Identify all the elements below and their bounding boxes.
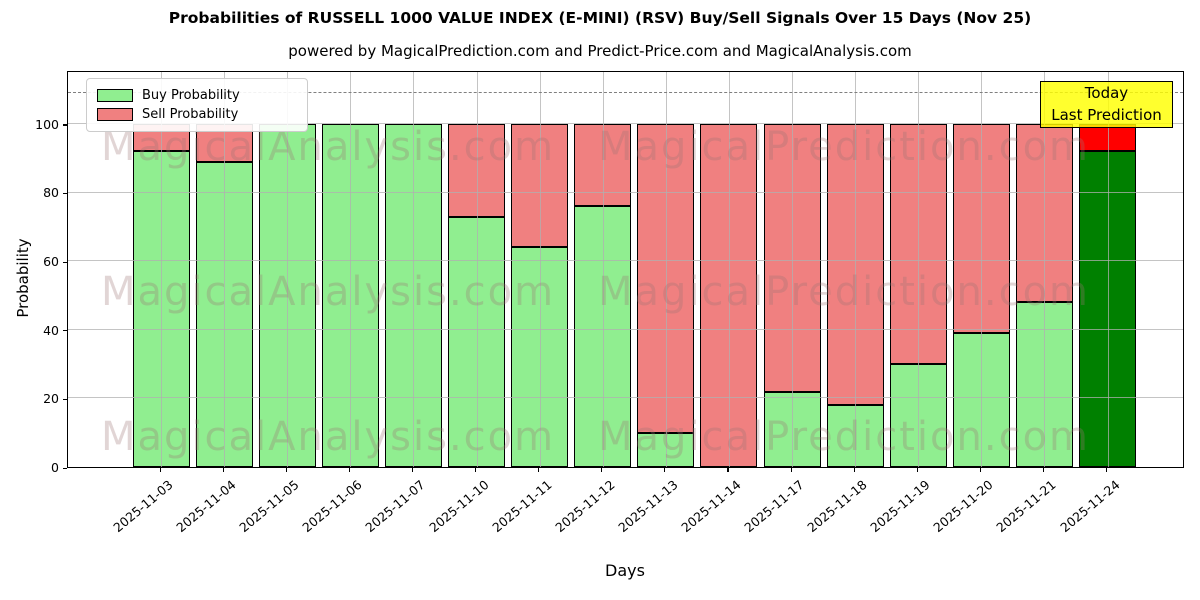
y-tick-mark: [63, 398, 67, 401]
x-tick-label: 2025-11-14: [678, 477, 744, 536]
x-tick-label: 2025-11-07: [362, 477, 429, 536]
v-gridline: [350, 72, 352, 467]
x-tick-label: 2025-11-24: [1056, 477, 1123, 536]
legend-label-buy: Buy Probability: [142, 88, 240, 103]
y-tick-label: 20: [43, 391, 59, 407]
x-tick-mark: [727, 468, 729, 472]
x-tick-label: 2025-11-19: [867, 477, 933, 536]
v-gridline: [855, 72, 857, 467]
y-tick-mark: [63, 330, 67, 332]
h-gridline: [68, 191, 1183, 193]
x-tick-mark: [411, 468, 414, 472]
plot-area: MagicalAnalysis.com MagicalPrediction.com…: [67, 71, 1184, 468]
v-gridline: [1044, 72, 1046, 467]
x-tick-mark: [1042, 468, 1045, 472]
chart-subtitle: powered by MagicalPrediction.com and Pre…: [288, 42, 912, 60]
x-tick-label: 2025-11-10: [425, 477, 492, 536]
x-tick-mark: [979, 468, 981, 472]
x-tick-mark: [916, 468, 918, 472]
buy-swatch: [97, 89, 133, 102]
chart-title: Probabilities of RUSSELL 1000 VALUE INDE…: [168, 9, 1032, 27]
x-tick-mark: [538, 468, 540, 472]
v-gridline: [981, 72, 983, 467]
h-gridline: [68, 397, 1183, 399]
y-tick-mark: [63, 467, 67, 469]
x-axis-label: Days: [605, 561, 645, 580]
x-tick-label: 2025-11-03: [110, 477, 176, 536]
x-tick-label: 2025-11-18: [804, 477, 870, 536]
y-tick-label: 60: [43, 254, 59, 270]
x-tick-mark: [159, 468, 161, 472]
v-gridline: [224, 72, 226, 467]
x-tick-mark: [475, 468, 477, 472]
y-axis-label: Probability: [14, 238, 32, 318]
x-tick-label: 2025-11-13: [615, 477, 681, 536]
v-gridline: [287, 72, 289, 467]
v-gridline: [665, 72, 667, 467]
v-gridline: [413, 72, 415, 467]
x-tick-label: 2025-11-17: [741, 477, 807, 536]
x-tick-label: 2025-11-21: [993, 477, 1060, 536]
x-tick-mark: [664, 468, 666, 472]
v-gridline: [1107, 72, 1109, 467]
sell-swatch: [97, 108, 133, 121]
x-tick-mark: [222, 468, 224, 472]
v-gridline: [476, 72, 478, 467]
legend-label-sell: Sell Probability: [142, 107, 239, 122]
today-annotation: Today Last Prediction: [1040, 81, 1173, 128]
x-tick-mark: [348, 468, 350, 472]
y-tick-label: 80: [43, 185, 59, 201]
x-tick-label: 2025-11-06: [299, 477, 365, 536]
h-gridline: [68, 122, 1183, 124]
v-gridline: [792, 72, 793, 467]
h-gridline: [68, 328, 1183, 330]
x-tick-mark: [601, 468, 603, 472]
x-tick-label: 2025-11-11: [488, 477, 555, 536]
y-tick-label: 40: [43, 322, 59, 338]
x-tick-label: 2025-11-05: [236, 477, 302, 536]
y-tick-label: 100: [35, 116, 59, 132]
h-gridline: [68, 260, 1183, 262]
legend-row-buy: Buy Probability: [97, 86, 297, 105]
v-gridline: [728, 72, 730, 467]
x-tick-label: 2025-11-12: [552, 477, 618, 536]
v-gridline: [161, 72, 162, 467]
x-tick-mark: [1106, 468, 1108, 472]
threshold-dashed-line: [68, 91, 1183, 93]
v-gridline: [602, 72, 604, 467]
y-tick-mark: [63, 124, 67, 126]
legend-row-sell: Sell Probability: [97, 105, 297, 124]
x-tick-label: 2025-11-04: [173, 477, 239, 536]
x-tick-mark: [790, 468, 792, 472]
legend: Buy Probability Sell Probability: [86, 78, 308, 132]
today-line1: Today: [1084, 84, 1129, 103]
x-tick-mark: [285, 468, 287, 472]
x-tick-mark: [853, 468, 855, 472]
y-tick-mark: [63, 261, 67, 263]
v-gridline: [918, 72, 920, 467]
y-tick-label: 0: [51, 460, 59, 475]
x-tick-label: 2025-11-20: [930, 477, 996, 536]
today-line2: Last Prediction: [1051, 105, 1162, 124]
v-gridline: [539, 72, 541, 467]
y-tick-mark: [63, 192, 67, 195]
